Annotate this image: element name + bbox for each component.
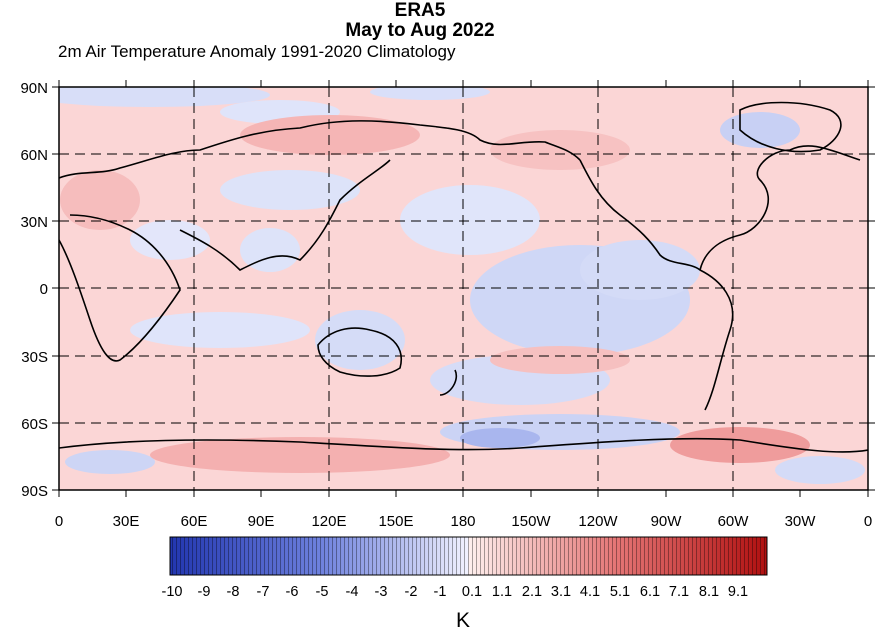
lat-label: 30N <box>20 214 48 231</box>
lon-label: 180 <box>450 513 475 530</box>
coastlines <box>59 101 868 453</box>
lat-label: 30S <box>21 349 48 366</box>
anomaly-field <box>59 87 868 490</box>
colorbar-label: -2 <box>404 584 418 600</box>
lon-label: 150W <box>511 513 551 530</box>
colorbar-label: 5.1 <box>609 584 631 600</box>
colorbar <box>169 536 768 576</box>
lat-label: 90S <box>21 483 48 500</box>
units-label: K <box>455 609 471 632</box>
lon-label: 120W <box>578 513 618 530</box>
colorbar-label: -1 <box>433 584 447 600</box>
colorbar-label: -10 <box>161 584 183 600</box>
colorbar-label: -4 <box>345 584 359 600</box>
lon-labels: 0 30E 60E 90E 120E 150E 180 150W 120W 90… <box>55 513 872 530</box>
variable-label: 2m Air Temperature Anomaly 1991-2020 Cli… <box>58 42 456 61</box>
colorbar-label: -7 <box>256 584 270 600</box>
colorbar-label: -9 <box>197 584 211 600</box>
lon-label: 150E <box>378 513 413 530</box>
colorbar-label: -5 <box>315 584 329 600</box>
colorbar-label: 9.1 <box>727 584 749 600</box>
lon-label: 90E <box>248 513 275 530</box>
lon-label: 60E <box>181 513 208 530</box>
lat-labels: 90N 60N 30N 0 30S 60S 90S <box>20 80 48 500</box>
colorbar-label: 7.1 <box>668 584 690 600</box>
map-title: ERA5 <box>394 0 446 21</box>
map-period: May to Aug 2022 <box>345 20 495 41</box>
graticule <box>59 87 868 490</box>
colorbar-label: -8 <box>226 584 240 600</box>
colorbar-label: 0.1 <box>461 584 483 600</box>
colorbar-label: 4.1 <box>579 584 601 600</box>
axis-ticks <box>52 80 875 497</box>
lat-label: 60N <box>20 147 48 164</box>
colorbar-label: -3 <box>374 584 388 600</box>
lon-label: 90W <box>651 513 683 530</box>
lat-label: 0 <box>40 281 48 298</box>
lon-label: 30W <box>785 513 817 530</box>
colorbar-label: 8.1 <box>698 584 720 600</box>
lat-label: 90N <box>20 80 48 97</box>
lon-label: 0 <box>55 513 63 530</box>
colorbar-label: 2.1 <box>521 584 543 600</box>
lat-label: 60S <box>21 416 48 433</box>
lon-label: 0 <box>864 513 872 530</box>
lon-label: 120E <box>311 513 346 530</box>
colorbar-label: 3.1 <box>550 584 572 600</box>
lon-label: 30E <box>113 513 140 530</box>
colorbar-label: -6 <box>285 584 299 600</box>
colorbar-label: 6.1 <box>639 584 661 600</box>
colorbar-label: 1.1 <box>491 584 513 600</box>
lon-label: 60W <box>718 513 750 530</box>
